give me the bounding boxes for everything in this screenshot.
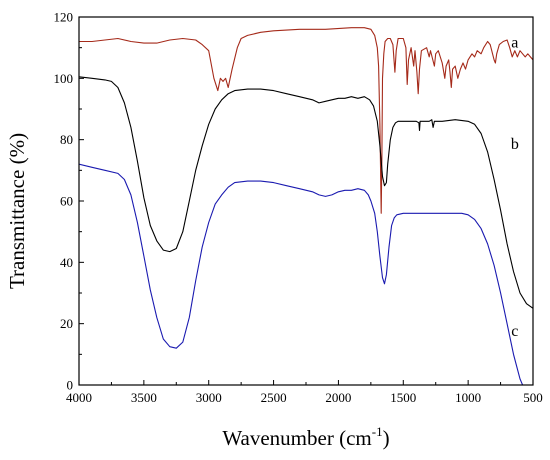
series-label-c: c xyxy=(511,323,518,340)
y-tick-label: 60 xyxy=(60,194,73,209)
series-labels: a b c xyxy=(511,35,519,340)
x-tick-label: 4000 xyxy=(66,390,92,405)
x-tick-label: 1000 xyxy=(455,390,481,405)
y-tick-label: 120 xyxy=(54,10,74,25)
series-label-a: a xyxy=(511,35,518,52)
x-tick-label: 1500 xyxy=(390,390,416,405)
x-tick-label: 3000 xyxy=(196,390,222,405)
x-axis-title-text: Wavenumber (cm xyxy=(222,426,371,450)
plot-frame xyxy=(78,16,534,386)
series-line-a xyxy=(79,27,533,214)
x-axis-title: Wavenumber (cm-1) xyxy=(222,424,389,450)
y-tick-label: 100 xyxy=(54,71,74,86)
x-axis-title-superscript: -1 xyxy=(372,424,383,439)
x-axis-title-close: ) xyxy=(383,426,390,450)
x-tick-label: 500 xyxy=(523,390,543,405)
series-line-b xyxy=(79,76,533,309)
x-axis-ticks: 4000 3500 3000 2500 2000 1500 1000 500 xyxy=(66,380,543,405)
plot-lines xyxy=(79,27,533,385)
x-tick-label: 2500 xyxy=(261,390,287,405)
x-tick-label: 2000 xyxy=(325,390,351,405)
y-tick-label: 20 xyxy=(60,316,73,331)
y-axis-ticks: 0 20 40 60 80 100 120 xyxy=(54,10,84,393)
x-tick-label: 3500 xyxy=(131,390,157,405)
y-tick-label: 40 xyxy=(60,255,73,270)
y-axis-title: Transmittance (%) xyxy=(5,133,29,289)
series-label-b: b xyxy=(511,136,519,153)
y-tick-label: 0 xyxy=(67,378,74,393)
y-tick-label: 80 xyxy=(60,132,73,147)
series-line-c xyxy=(79,163,524,385)
